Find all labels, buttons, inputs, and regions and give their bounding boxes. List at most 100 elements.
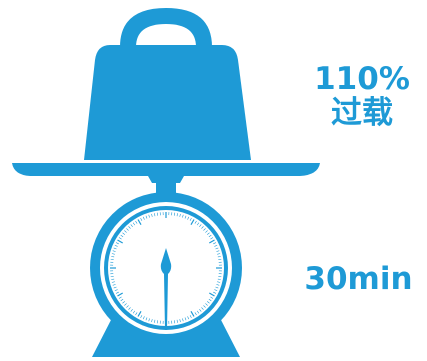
dial-tick	[213, 242, 217, 245]
dial-tick	[128, 226, 131, 229]
dial-tick	[203, 305, 206, 308]
dial-tick	[217, 253, 221, 255]
dial-tick	[179, 319, 181, 323]
dial-tick	[112, 284, 116, 286]
dial-tick	[120, 298, 124, 302]
dial-tick	[196, 222, 200, 226]
dial-tick	[187, 216, 190, 220]
dial-pivot	[161, 263, 171, 273]
dial-tick	[194, 312, 197, 316]
duration-label: 30min	[304, 261, 413, 297]
dial-tick	[117, 239, 123, 244]
dial-tick	[130, 309, 133, 312]
dial-tick	[122, 301, 125, 304]
dial-tick	[217, 278, 221, 280]
dial-tick	[201, 226, 204, 229]
dial-tick	[148, 318, 150, 322]
dial-tick	[189, 217, 192, 221]
dial-tick	[132, 310, 136, 314]
dial-tick	[117, 292, 123, 297]
dial-tick	[209, 239, 215, 244]
dial-tick	[216, 250, 220, 252]
weight-body	[84, 45, 251, 160]
dial-tick	[151, 213, 153, 217]
dial-tick	[213, 291, 217, 294]
overload-percent: 110%	[314, 61, 410, 97]
dial-tick	[154, 319, 156, 323]
dial-tick	[140, 217, 143, 221]
dial-tick	[215, 247, 219, 250]
dial-tick	[203, 228, 206, 231]
dial-tick	[205, 230, 208, 233]
dial-tick	[115, 291, 119, 294]
dial-tick	[128, 307, 131, 310]
dial-tick	[214, 289, 218, 292]
dial-tick	[114, 244, 118, 247]
dial-tick	[135, 312, 138, 316]
dial-tick	[190, 311, 195, 317]
dial-tick	[208, 234, 212, 238]
dial-tick	[207, 232, 210, 235]
dial-tick	[148, 214, 150, 218]
scale-pan	[12, 163, 320, 176]
dial-tick	[111, 253, 115, 255]
dial-tick	[124, 303, 127, 306]
dial-tick	[209, 292, 215, 297]
dial-tick	[137, 311, 142, 317]
dial-tick	[114, 289, 118, 292]
dial-tick	[142, 216, 145, 220]
dial-tick	[189, 315, 192, 319]
dial-tick	[115, 242, 119, 245]
dial-tick	[194, 220, 197, 224]
dial-tick	[182, 214, 184, 218]
dial-tick	[112, 250, 116, 252]
dial-tick	[210, 296, 214, 299]
dial-tick	[199, 309, 202, 312]
dial-tick	[176, 319, 178, 323]
dial-tick	[205, 303, 208, 306]
dial-tick	[184, 317, 187, 321]
dial-tick	[130, 224, 133, 227]
dial-tick	[142, 316, 145, 320]
dial-tick	[145, 215, 148, 219]
dial-tick	[215, 286, 219, 289]
dial-tick	[176, 213, 178, 217]
dial-tick	[135, 220, 138, 224]
dial-tick	[137, 219, 142, 225]
dial-tick	[208, 298, 212, 302]
dial-tick	[132, 222, 136, 226]
dial-tick	[217, 256, 221, 258]
dial-tick	[187, 316, 190, 320]
dial-tick	[217, 281, 221, 283]
dial-tick	[199, 224, 202, 227]
dial-tick	[118, 296, 122, 299]
dial-tick	[113, 247, 117, 250]
dial-tick	[111, 278, 115, 280]
dial-tick	[111, 281, 115, 283]
dial-tick	[190, 219, 195, 225]
dial-tick	[214, 244, 218, 247]
dial-tick	[122, 232, 125, 235]
dial-tick	[210, 237, 214, 240]
dial-tick	[196, 310, 200, 314]
dial-tick	[216, 284, 220, 286]
dial-tick	[124, 230, 127, 233]
dial-tick	[113, 286, 117, 289]
dial-tick	[182, 318, 184, 322]
dial-tick	[154, 213, 156, 217]
dial-tick	[111, 256, 115, 258]
dial-tick	[126, 305, 129, 308]
dial-tick	[118, 237, 122, 240]
overload-status: 过载	[331, 95, 393, 131]
dial-tick	[201, 307, 204, 310]
dial-tick	[120, 234, 124, 238]
dial-tick	[179, 213, 181, 217]
dial-tick	[151, 319, 153, 323]
dial-tick	[184, 215, 187, 219]
scale-stem	[148, 176, 184, 193]
dial-tick	[207, 301, 210, 304]
weight-handle	[120, 8, 212, 47]
dial-tick	[145, 317, 148, 321]
dial-tick	[140, 315, 143, 319]
